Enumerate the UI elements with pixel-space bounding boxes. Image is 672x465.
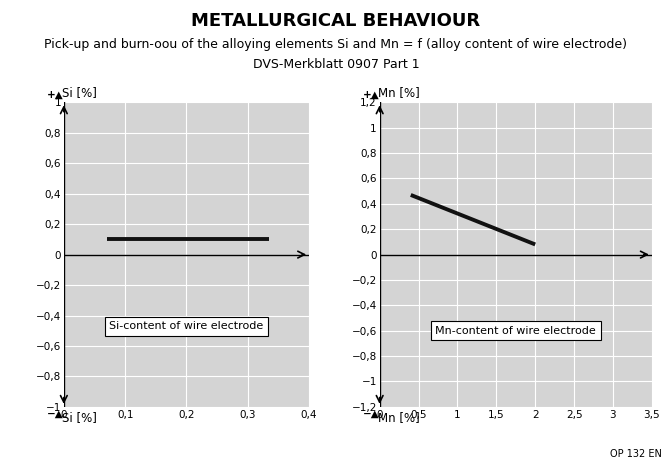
Text: −▲: −▲	[363, 409, 380, 419]
Text: DVS-Merkblatt 0907 Part 1: DVS-Merkblatt 0907 Part 1	[253, 58, 419, 71]
Text: Si [%]: Si [%]	[62, 86, 97, 99]
Text: +▲: +▲	[363, 90, 380, 100]
Text: Mn [%]: Mn [%]	[378, 411, 419, 424]
Text: +▲: +▲	[47, 90, 64, 100]
Text: METALLURGICAL BEHAVIOUR: METALLURGICAL BEHAVIOUR	[192, 12, 480, 30]
Text: Mn [%]: Mn [%]	[378, 86, 419, 99]
Text: OP 132 EN: OP 132 EN	[610, 449, 662, 459]
Text: Si [%]: Si [%]	[62, 411, 97, 424]
Text: −▲: −▲	[47, 409, 64, 419]
Text: Si-content of wire electrode: Si-content of wire electrode	[110, 321, 263, 331]
Text: Pick-up and burn-oou of the alloying elements Si and Mn = f (alloy content of wi: Pick-up and burn-oou of the alloying ele…	[44, 38, 628, 51]
Text: Mn-content of wire electrode: Mn-content of wire electrode	[435, 326, 596, 336]
